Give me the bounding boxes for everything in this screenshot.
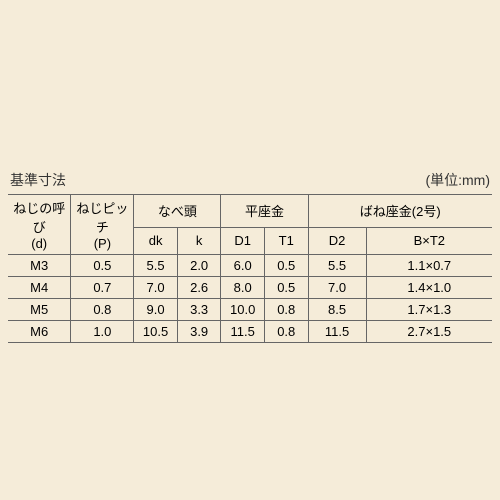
table-title: 基準寸法: [10, 170, 66, 190]
header-p: ねじピッチ (P): [71, 195, 134, 255]
table-unit: (単位:mm): [425, 170, 490, 190]
header-hira: 平座金: [221, 195, 308, 228]
table-row: M5 0.8 9.0 3.3 10.0 0.8 8.5 1.7×1.3: [8, 299, 492, 321]
subheader-dk: dk: [134, 227, 178, 255]
table-row: M4 0.7 7.0 2.6 8.0 0.5 7.0 1.4×1.0: [8, 277, 492, 299]
header-nabe: なべ頭: [134, 195, 221, 228]
header-d: ねじの呼び (d): [8, 195, 71, 255]
subheader-k: k: [177, 227, 221, 255]
subheader-t1: T1: [264, 227, 308, 255]
table-row: M3 0.5 5.5 2.0 6.0 0.5 5.5 1.1×0.7: [8, 255, 492, 277]
header-bane: ばね座金(2号): [308, 195, 492, 228]
subheader-bt2: B×T2: [366, 227, 492, 255]
table-row: M6 1.0 10.5 3.9 11.5 0.8 11.5 2.7×1.5: [8, 321, 492, 343]
subheader-d1: D1: [221, 227, 265, 255]
spec-table: ねじの呼び (d) ねじピッチ (P) なべ頭 平座金 ばね座金(2号) dk …: [8, 194, 492, 343]
subheader-d2: D2: [308, 227, 366, 255]
